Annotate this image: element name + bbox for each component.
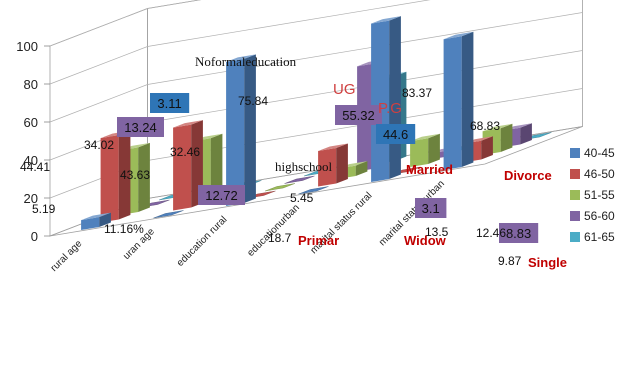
legend-item: 51-55 xyxy=(570,188,615,202)
bar xyxy=(318,143,348,187)
annotation: Single xyxy=(528,255,567,270)
y-tick-label: 60 xyxy=(24,115,38,130)
svg-text:9.87: 9.87 xyxy=(498,254,522,268)
data-label: 3.1 xyxy=(415,198,447,218)
y-tick-label: 0 xyxy=(31,229,38,244)
annotation: Widow xyxy=(404,233,447,248)
legend-swatch xyxy=(570,169,580,179)
data-label: 13.24 xyxy=(117,117,164,137)
gridline xyxy=(49,0,431,85)
legend-item: 61-65 xyxy=(570,230,615,244)
data-label: 44.41 xyxy=(20,160,50,174)
gridline xyxy=(49,12,583,123)
svg-text:55.32: 55.32 xyxy=(342,108,375,123)
data-label: 34.02 xyxy=(84,138,114,152)
svg-text:44.6: 44.6 xyxy=(383,127,408,142)
y-tick-label: 20 xyxy=(24,191,38,206)
legend-label: 61-65 xyxy=(584,230,615,244)
annotation: Married xyxy=(406,162,453,177)
svg-text:34.02: 34.02 xyxy=(84,138,114,152)
legend-swatch xyxy=(570,190,580,200)
svg-text:3.11: 3.11 xyxy=(157,96,181,111)
bar xyxy=(284,175,315,184)
data-label: 11.16% xyxy=(104,222,144,236)
annotation: UG xyxy=(333,81,356,98)
y-tick-label: 100 xyxy=(16,39,38,54)
annotation: Divorce xyxy=(504,168,552,183)
svg-text:12.46: 12.46 xyxy=(476,226,506,240)
svg-text:5.19: 5.19 xyxy=(32,202,56,216)
bar xyxy=(81,212,111,230)
annotation: P.G xyxy=(378,100,402,117)
legend-label: 51-55 xyxy=(584,188,615,202)
bar xyxy=(100,130,131,223)
legend-label: 40-45 xyxy=(584,146,615,160)
data-label: 5.19 xyxy=(32,202,56,216)
annotation: Primar xyxy=(298,233,339,248)
gridline xyxy=(49,0,201,47)
bar xyxy=(443,31,474,171)
data-label: 13.5 xyxy=(425,225,449,239)
legend: 40-45 46-50 51-55 56-60 61-65 xyxy=(570,146,615,244)
data-label: 32.46 xyxy=(170,145,200,159)
legend-item: 46-50 xyxy=(570,167,615,181)
data-label: 43.63 xyxy=(120,168,150,182)
legend-label: 56-60 xyxy=(584,209,615,223)
svg-text:18.7: 18.7 xyxy=(268,231,292,245)
category-label: education rural xyxy=(175,214,230,269)
data-label: 8.83 xyxy=(499,223,539,243)
svg-text:68.83: 68.83 xyxy=(470,119,500,133)
legend-swatch xyxy=(570,148,580,158)
y-tick-label: 80 xyxy=(24,77,38,92)
legend-item: 40-45 xyxy=(570,146,615,160)
svg-text:32.46: 32.46 xyxy=(170,145,200,159)
data-label: 3.11 xyxy=(150,93,190,113)
svg-text:5.45: 5.45 xyxy=(290,191,314,205)
data-label: 18.7 xyxy=(268,231,292,245)
bar xyxy=(265,183,295,192)
data-label: 83.37 xyxy=(402,86,432,100)
svg-text:13.5: 13.5 xyxy=(425,225,449,239)
y-tick-label: 40 xyxy=(24,153,38,168)
data-label: 12.72 xyxy=(198,185,245,205)
svg-text:44.41: 44.41 xyxy=(20,160,50,174)
bar xyxy=(226,54,256,207)
svg-text:83.37: 83.37 xyxy=(402,86,432,100)
bar xyxy=(153,210,184,219)
legend-swatch xyxy=(570,211,580,221)
legend-label: 46-50 xyxy=(584,167,615,181)
svg-text:3.1: 3.1 xyxy=(422,201,440,216)
annotation: Noformaleducation xyxy=(195,54,297,69)
data-label: 9.87 xyxy=(498,254,522,268)
bar xyxy=(410,133,440,167)
y-axis: 0 20 40 60 80 100 xyxy=(16,39,50,244)
bar xyxy=(298,186,329,195)
svg-text:43.63: 43.63 xyxy=(120,168,150,182)
svg-text:13.24: 13.24 xyxy=(124,120,157,135)
data-label: 68.83 xyxy=(470,119,500,133)
legend-item: 56-60 xyxy=(570,209,615,223)
annotation: highschool xyxy=(275,159,332,174)
legend-swatch xyxy=(570,232,580,242)
svg-text:11.16%: 11.16% xyxy=(104,222,144,236)
annotations: Noformaleducation highschool Primar UG P.G Ma… xyxy=(195,54,567,270)
svg-text:75.84: 75.84 xyxy=(238,94,268,108)
data-label: 44.6 xyxy=(376,124,416,144)
data-label: 55.32 xyxy=(335,105,382,125)
data-label: 75.84 xyxy=(238,94,268,108)
svg-text:12.72: 12.72 xyxy=(205,188,238,203)
category-label: rural age xyxy=(49,238,85,274)
svg-text:8.83: 8.83 xyxy=(506,226,531,241)
data-label: 5.45 xyxy=(290,191,314,205)
data-label: 12.46 xyxy=(476,226,506,240)
data-labels: 5.19 44.41 34.02 13.243.11 11.16% 43.63 32.46 1… xyxy=(20,86,539,268)
